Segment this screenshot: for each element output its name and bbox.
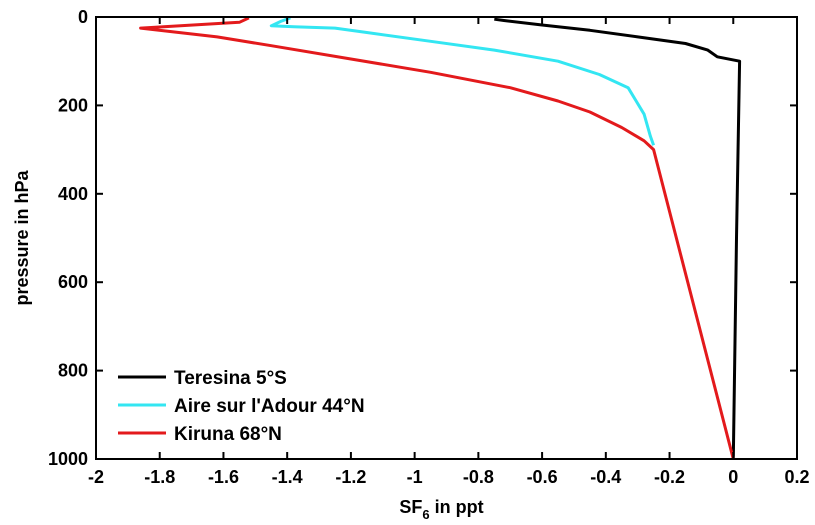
- x-axis-label-subscript: 6: [422, 507, 429, 522]
- x-tick-label: 0.2: [784, 467, 809, 487]
- legend: Teresina 5°S Aire sur l'Adour 44°N Kiruna …: [118, 368, 365, 445]
- y-tick-label: 400: [58, 184, 88, 204]
- legend-label: Kiruna 68°N: [174, 424, 282, 445]
- x-tick-label: -1: [407, 467, 423, 487]
- x-tick-label: -1.8: [144, 467, 175, 487]
- plot-frame: [95, 16, 798, 460]
- y-axis-label: pressure in hPa: [12, 169, 32, 305]
- y-tick-label: 1000: [48, 449, 88, 469]
- series-layer: [139, 16, 742, 460]
- x-tick-label: -0.6: [527, 467, 558, 487]
- series-line-1: [494, 17, 742, 460]
- x-axis-label: SF6 in ppt: [399, 497, 483, 522]
- x-axis-label-tail: in ppt: [430, 497, 484, 517]
- x-tick-label: -0.2: [654, 467, 685, 487]
- y-tick-label: 800: [58, 361, 88, 381]
- legend-label: Aire sur l'Adour 44°N: [174, 396, 365, 417]
- y-tick-label: 200: [58, 95, 88, 115]
- series-line-3: [139, 16, 735, 460]
- series-line-2: [269, 16, 656, 146]
- x-tick-label: -1.4: [272, 467, 303, 487]
- x-axis-label-main: SF: [399, 497, 422, 517]
- x-tick-label: -0.8: [463, 467, 494, 487]
- legend-label: Teresina 5°S: [174, 368, 287, 389]
- x-tick-label: 0: [728, 467, 738, 487]
- y-tick-label: 600: [58, 272, 88, 292]
- x-tick-label: -2: [88, 467, 104, 487]
- x-tick-label: -1.2: [335, 467, 366, 487]
- y-tick-label: 0: [78, 7, 88, 27]
- x-tick-label: -1.6: [208, 467, 239, 487]
- x-tick-label: -0.4: [590, 467, 621, 487]
- tick-layer: -2 -1.8 -1.6 -1.4 -1.2 -1 -0.8 -0.6 -0.4 -0.2 0 0.2…: [48, 7, 810, 487]
